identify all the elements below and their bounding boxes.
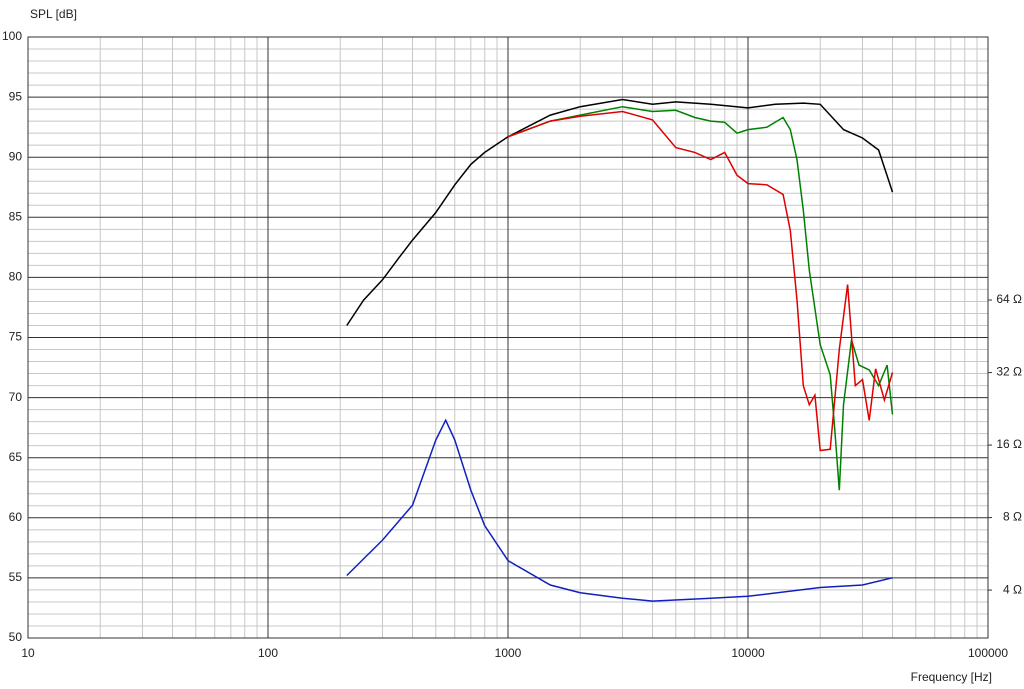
x-tick-label: 1000 [495,646,522,660]
y-tick-label: 65 [9,450,23,464]
y-tick-label: 70 [9,390,23,404]
y-tick-label: 75 [9,330,23,344]
y-tick-label: 85 [9,209,23,223]
y2-tick-label: 32 Ω [996,365,1022,379]
x-tick-label: 10 [21,646,35,660]
x-axis-label: Frequency [Hz] [911,670,992,684]
y-axis-label: SPL [dB] [30,7,77,21]
series-line [346,98,894,326]
series-line [507,110,894,452]
y2-tick-label: 4 Ω [1003,582,1022,596]
y2-tick-label: 8 Ω [1003,510,1022,524]
y-tick-label: 50 [9,630,23,644]
y-tick-label: 60 [9,510,23,524]
y-tick-label: 55 [9,570,23,584]
series-line [346,418,893,602]
series-line [507,105,894,491]
y-tick-label: 90 [9,149,23,163]
plot-frame [27,36,989,639]
y2-tick-label: 64 Ω [996,292,1022,306]
x-tick-label: 100000 [968,646,1008,660]
y-tick-label: 80 [9,270,23,284]
y-tick-label: 95 [9,89,23,103]
y2-tick-label: 16 Ω [996,437,1022,451]
x-tick-label: 100 [258,646,278,660]
x-tick-label: 10000 [731,646,765,660]
y-tick-label: 100 [2,29,22,43]
